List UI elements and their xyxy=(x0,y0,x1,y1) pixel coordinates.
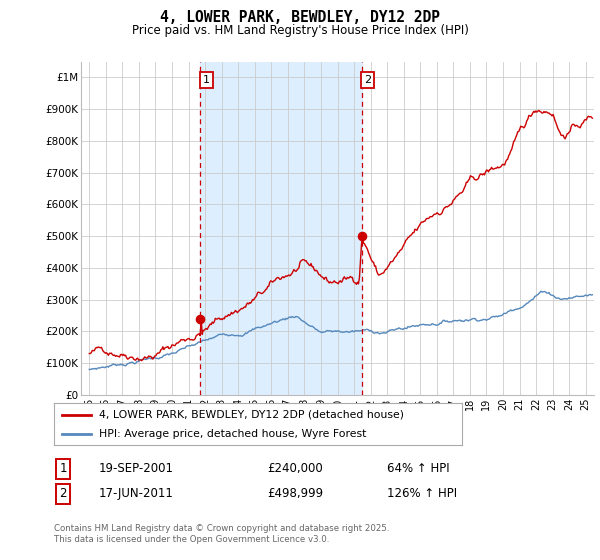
Text: 64% ↑ HPI: 64% ↑ HPI xyxy=(387,462,449,475)
Text: Contains HM Land Registry data © Crown copyright and database right 2025.
This d: Contains HM Land Registry data © Crown c… xyxy=(54,524,389,544)
Point xyxy=(357,232,367,241)
Text: 4, LOWER PARK, BEWDLEY, DY12 2DP: 4, LOWER PARK, BEWDLEY, DY12 2DP xyxy=(160,10,440,25)
Text: 1: 1 xyxy=(203,75,210,85)
Point xyxy=(196,314,205,323)
Text: 2: 2 xyxy=(59,487,67,501)
Text: 19-SEP-2001: 19-SEP-2001 xyxy=(99,462,174,475)
Text: £498,999: £498,999 xyxy=(267,487,323,501)
Text: £240,000: £240,000 xyxy=(267,462,323,475)
Text: HPI: Average price, detached house, Wyre Forest: HPI: Average price, detached house, Wyre… xyxy=(99,429,366,439)
Text: 4, LOWER PARK, BEWDLEY, DY12 2DP (detached house): 4, LOWER PARK, BEWDLEY, DY12 2DP (detach… xyxy=(99,409,404,419)
Text: 17-JUN-2011: 17-JUN-2011 xyxy=(99,487,174,501)
Text: 1: 1 xyxy=(59,462,67,475)
Text: Price paid vs. HM Land Registry's House Price Index (HPI): Price paid vs. HM Land Registry's House … xyxy=(131,24,469,36)
Bar xyxy=(200,62,362,395)
Text: 2: 2 xyxy=(364,75,371,85)
Text: 126% ↑ HPI: 126% ↑ HPI xyxy=(387,487,457,501)
